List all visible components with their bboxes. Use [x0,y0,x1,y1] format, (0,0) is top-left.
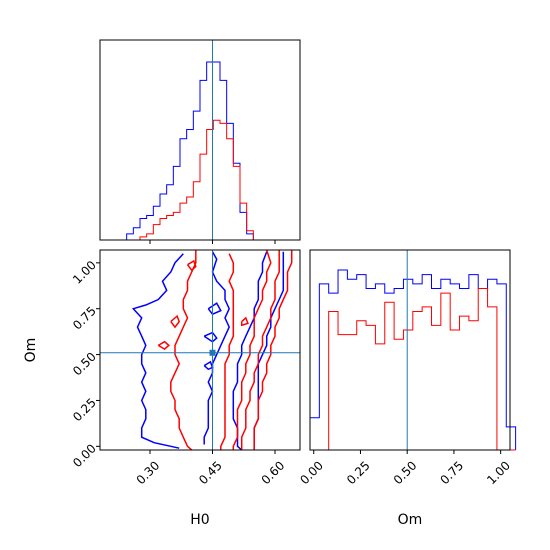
contour-line [253,250,293,450]
h0-om-contour-panel: 0.30 0.45 0.60 0.00 0.25 0.50 0.75 1.00 [70,249,301,487]
contour-line [220,253,235,450]
x-tick-label: 0.30 [134,458,163,487]
plot-area [100,40,300,240]
om-histogram-panel: 0.00 0.25 0.50 0.75 1.00 [297,249,517,487]
x-axis-label-om: Om [398,512,423,528]
y-tick-label: 0.50 [70,350,99,379]
x-tick-label: 0.60 [259,458,288,487]
contour-line [232,250,272,450]
plot-area [310,250,510,450]
contour-line [240,250,280,450]
x-tick-label: 0.00 [297,458,326,487]
contour-line [203,331,218,343]
h0-histogram-panel [99,39,301,244]
x-tick-label: 0.50 [391,458,420,487]
contour-line [157,340,170,351]
contour-line [207,302,222,316]
y-tick-label: 0.75 [70,304,99,333]
x-tick-label: 1.00 [484,458,513,487]
contour-line [170,314,181,329]
y-tick-label: 0.00 [70,441,99,470]
x-tick-label: 0.45 [196,458,225,487]
histogram-series [100,61,300,241]
x-tick-label: 0.75 [437,458,466,487]
histogram-series [100,119,300,241]
axis-labels: H0 Om Om [23,338,422,528]
contour-line [240,316,249,327]
contour-line [203,251,231,445]
axes-frame [99,249,301,451]
y-tick-label: 1.00 [70,258,99,287]
axes-frame [99,39,301,241]
plot-area [100,250,300,450]
y-axis-label-om: Om [23,338,39,363]
contour-line [131,253,184,449]
contour-line [170,250,197,450]
truth-marker [209,349,216,356]
axes-frame [309,249,511,451]
x-axis-label-h0: H0 [190,512,209,528]
x-tick-label: 0.25 [344,458,373,487]
contour-line [232,251,268,450]
contour-line [186,259,197,272]
y-tick-label: 0.25 [70,396,99,425]
histogram-series [310,287,516,451]
